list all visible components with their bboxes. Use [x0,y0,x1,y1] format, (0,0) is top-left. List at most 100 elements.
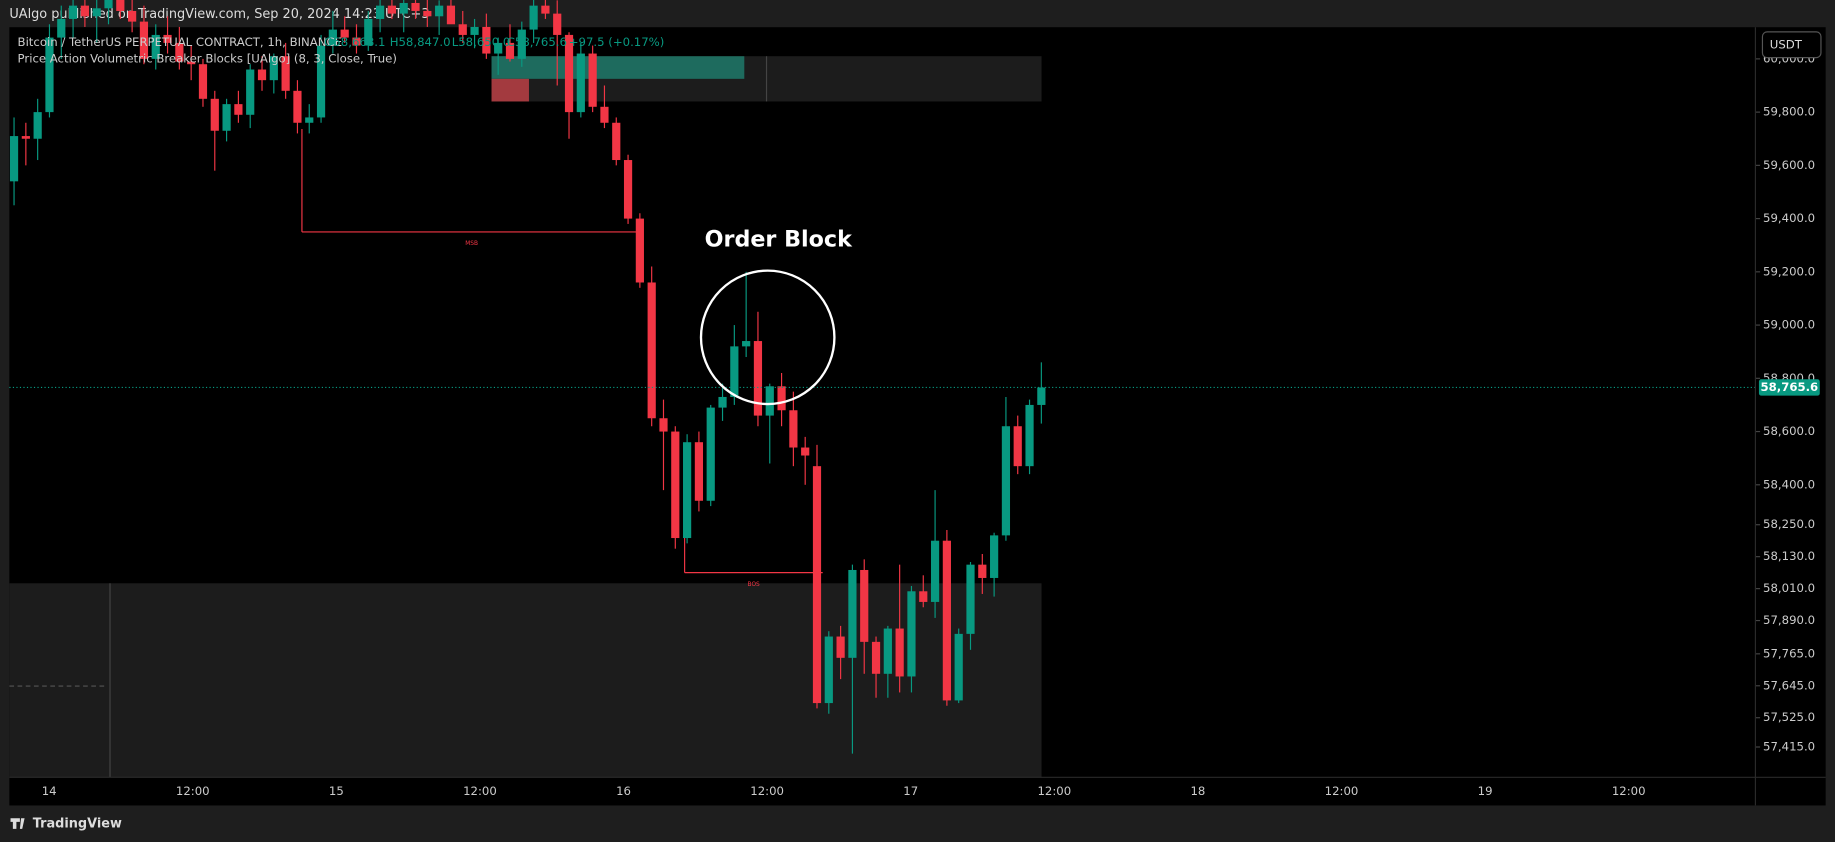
candle-body [281,56,290,91]
y-tick-label: 59,000.0 [1763,318,1815,332]
candle-body [907,591,916,677]
legend-symbol: Bitcoin / TetherUS PERPETUAL CONTRACT, 1… [18,35,343,49]
last-price-box [1758,379,1820,396]
candle-body [375,5,385,19]
candle-body [919,591,928,602]
candle-body [423,10,432,17]
currency-button[interactable] [1761,31,1822,59]
candle-body [588,53,597,107]
candle-body [246,69,255,115]
brand-icon [10,818,25,829]
candle-body [671,431,680,539]
y-tick-label: 57,765.0 [1763,646,1815,660]
candle-body [175,42,184,62]
candle-body [623,160,633,219]
candle-body [435,5,444,17]
candle-body [742,341,751,347]
candle-body [328,29,337,46]
candle-body [801,447,810,456]
y-tick-label: 59,800.0 [1763,105,1815,119]
candle-body [470,26,479,35]
volume-bar [491,78,529,102]
candle-body [1013,426,1022,467]
y-tick-label: 57,415.0 [1763,740,1815,754]
candle-body [68,5,78,19]
candle-body [954,633,963,701]
candle-body [836,636,845,658]
candle-body [635,218,644,283]
x-tick-label: 12:00 [1037,784,1071,798]
candle-body [257,69,267,81]
plot: 60,000.059,800.059,600.059,400.059,200.0… [9,0,1820,798]
candle-body [553,13,562,35]
candle-body [718,396,727,408]
candle-body [871,641,881,674]
candle-body [848,569,857,658]
structure-label: BOS [748,582,761,588]
candle-body [564,34,574,113]
x-tick-label: 12:00 [1325,784,1359,798]
x-tick-label: 12:00 [1612,784,1646,798]
candle-body [860,569,869,642]
candle-body [812,466,822,704]
candle-body [517,29,526,59]
candle-body [57,18,66,38]
candle-body [883,628,892,674]
candle-body [151,34,160,59]
candle-body [222,104,231,131]
candle-body [753,341,763,416]
candle-body [730,346,739,397]
candle-body [104,0,113,9]
candle-body [45,37,54,113]
annotation-text: Order Block [705,227,853,253]
candle-body [694,442,704,501]
x-tick-label: 18 [1190,784,1205,798]
legend-indicator: Price Action Volumetric Breaker Blocks [… [18,51,397,65]
candle-body [399,2,408,14]
candle-body [824,636,833,704]
y-tick-label: 59,400.0 [1763,211,1815,225]
candle-body [9,136,19,182]
candle-body [659,418,668,432]
candle-body [293,90,302,123]
candle-body [1025,404,1034,467]
candle-body [163,34,172,43]
y-tick-label: 57,645.0 [1763,678,1815,692]
candle-body [352,37,361,46]
candle-body [187,61,196,65]
candle-body [529,5,538,30]
candle-body [411,2,420,11]
candle-body [80,5,89,17]
x-tick-label: 16 [616,784,631,798]
candle-body [647,282,656,419]
candle-body [139,21,149,59]
candle-body [198,64,208,99]
candle-body [387,5,396,14]
candle-body [966,564,975,634]
x-tick-label: 17 [903,784,918,798]
candle-body [612,122,621,161]
candle-body [210,98,219,131]
legend-change: +97.5 (+0.17%) [569,35,665,49]
y-tick-label: 59,600.0 [1763,158,1815,172]
candle-body [21,136,30,139]
x-tick-label: 14 [42,784,57,798]
x-tick-label: 15 [329,784,344,798]
candle-body [1001,426,1011,536]
candle-body [234,104,243,115]
x-tick-label: 12:00 [176,784,210,798]
candle-body [494,42,503,54]
y-tick-label: 58,010.0 [1763,581,1815,595]
last-price-label: 58,765.6 [1761,380,1819,394]
candle-body [706,407,715,501]
candle-body [446,5,456,25]
published-line: UAlgo published on TradingView.com, Sep … [9,7,429,22]
y-tick-label: 58,600.0 [1763,424,1815,438]
y-tick-label: 58,130.0 [1763,549,1815,563]
candle-body [128,10,137,22]
candle-body [33,112,42,139]
y-tick-label: 59,200.0 [1763,264,1815,278]
candle-body [92,8,101,17]
